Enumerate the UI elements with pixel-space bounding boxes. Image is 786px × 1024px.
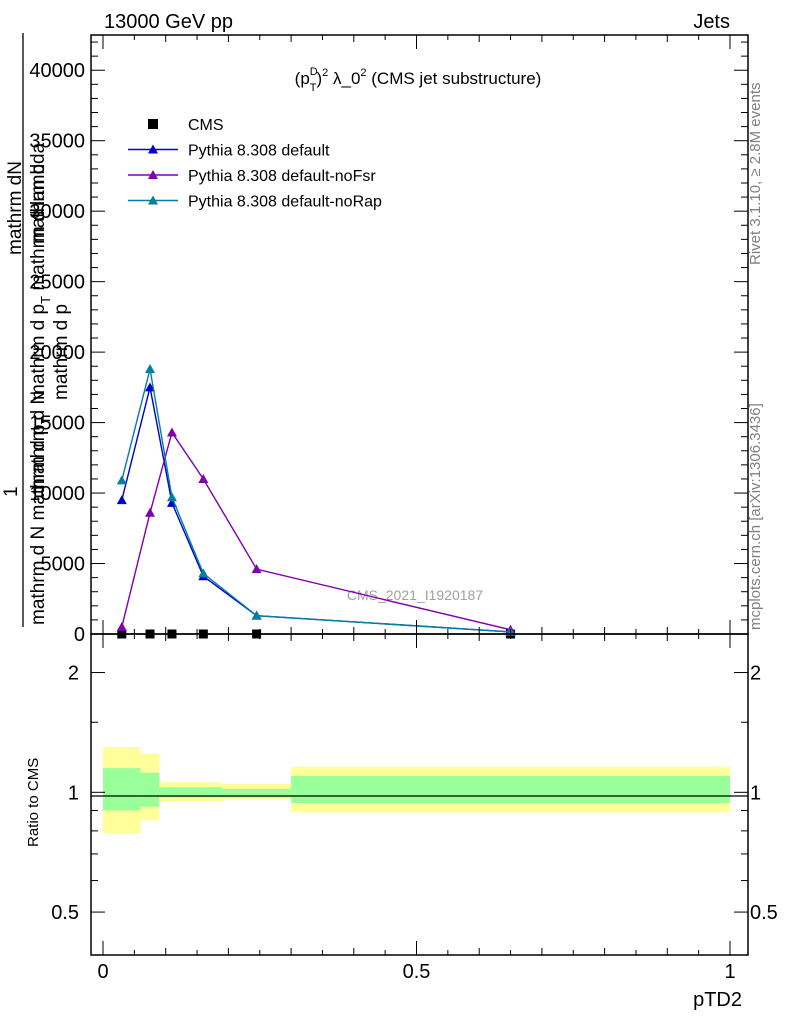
data-point <box>166 492 177 502</box>
legend-marker <box>148 144 158 154</box>
ratio-band-green <box>140 772 160 807</box>
header-left: 13000 GeV pp <box>104 11 233 33</box>
ratio-ytick-label-right: 1 <box>750 782 761 804</box>
data-point <box>251 564 262 574</box>
data-point <box>116 495 127 505</box>
legend-marker <box>148 195 158 205</box>
mcplots-label: mcplots.cern.ch [arXiv:1306.3436] <box>747 403 764 630</box>
ratio-ytick-label: 0.5 <box>51 902 79 924</box>
data-point <box>198 473 209 483</box>
data-point <box>145 364 156 374</box>
data-point <box>166 427 177 437</box>
main-ytick-label: 25000 <box>29 272 85 294</box>
legend-marker <box>148 119 158 129</box>
ratio-bands <box>103 746 730 834</box>
ratio-band-green <box>159 787 223 798</box>
ylabel-num: mathrm dN <box>5 161 26 255</box>
ylabel-one: 1 <box>1 486 22 497</box>
legend-item: CMS <box>148 117 224 134</box>
ratio-ylabel: Ratio to CMS <box>25 758 42 847</box>
ratio-ytick-label-right: 2 <box>750 663 761 685</box>
main-ytick-label: 10000 <box>29 483 85 505</box>
ratio-band-green <box>103 768 141 811</box>
ratio-ytick-label: 1 <box>68 782 79 804</box>
x-axis-label: pTD2 <box>693 989 742 1011</box>
data-point <box>198 568 209 578</box>
data-point <box>145 382 156 392</box>
main-ytick-label: 5000 <box>41 554 86 576</box>
ratio-panel: 0.5 0.5 1 1 2 2 0 0.5 1 Ratio to CMS pTD2 <box>25 633 778 1011</box>
xtick-label: 1 <box>724 961 735 983</box>
legend: CMS Pythia 8.308 default Pythia 8.308 defa… <box>128 117 382 211</box>
main-ytick-label: 35000 <box>29 131 85 153</box>
legend-label: Pythia 8.308 default-noRap <box>188 194 382 211</box>
main-axis-ticks: 0 5000 10000 15000 20000 25000 30000 35000 40000 <box>29 35 748 646</box>
legend-label: Pythia 8.308 default <box>188 143 330 160</box>
main-title: (pD T)2 λ_02 (CMS jet substructure) <box>295 66 542 94</box>
xtick-label: 0 <box>97 961 108 983</box>
ratio-band-green <box>291 775 730 804</box>
legend-label: CMS <box>188 117 224 134</box>
ratio-axis-ticks: 0.5 0.5 1 1 2 2 0 0.5 1 <box>51 634 778 983</box>
series-line <box>121 368 511 633</box>
main-ytick-label: 30000 <box>29 201 85 223</box>
ylabel-frac-num: mathrm d <box>28 164 49 244</box>
main-panel: CMS_2021_I1920187 0500010000150002000025… <box>1 33 749 646</box>
ratio-band-green <box>222 788 292 798</box>
legend-item: Pythia 8.308 default-noRap <box>128 194 382 211</box>
data-point <box>145 507 156 517</box>
ratio-ytick-label-right: 0.5 <box>750 902 778 924</box>
main-ytick-label: 0 <box>74 624 85 646</box>
legend-label: Pythia 8.308 default-noFsr <box>188 168 376 185</box>
main-ylabel: mathrm dN mathrm d N mathrm d pT 1 mathr… <box>1 33 72 627</box>
data-point <box>116 621 127 631</box>
main-ytick-label: 20000 <box>29 342 85 364</box>
data-point <box>251 610 262 620</box>
ylabel-frac-den: mathrm d p <box>51 304 72 400</box>
header-right: Jets <box>693 11 730 33</box>
main-ytick-label: 15000 <box>29 413 85 435</box>
main-ytick-label: 40000 <box>29 60 85 82</box>
ratio-frame <box>90 633 749 956</box>
series-line <box>121 430 511 631</box>
data-point <box>116 475 127 485</box>
rivet-label: Rivet 3.1.10, ≥ 2.8M events <box>747 83 764 266</box>
ylabel-num2: mathrm d N <box>28 391 49 490</box>
ylabel-frac-den2: mathrm d pT mathrm d lambda <box>28 142 53 400</box>
legend-item: Pythia 8.308 default <box>128 143 330 160</box>
legend-marker <box>148 170 158 179</box>
ylabel-den: mathrm d N mathrm d pT <box>28 416 53 625</box>
legend-item: Pythia 8.308 default-noFsr <box>128 168 376 185</box>
xtick-label: 0.5 <box>403 961 431 983</box>
ratio-ytick-label: 2 <box>68 663 79 685</box>
